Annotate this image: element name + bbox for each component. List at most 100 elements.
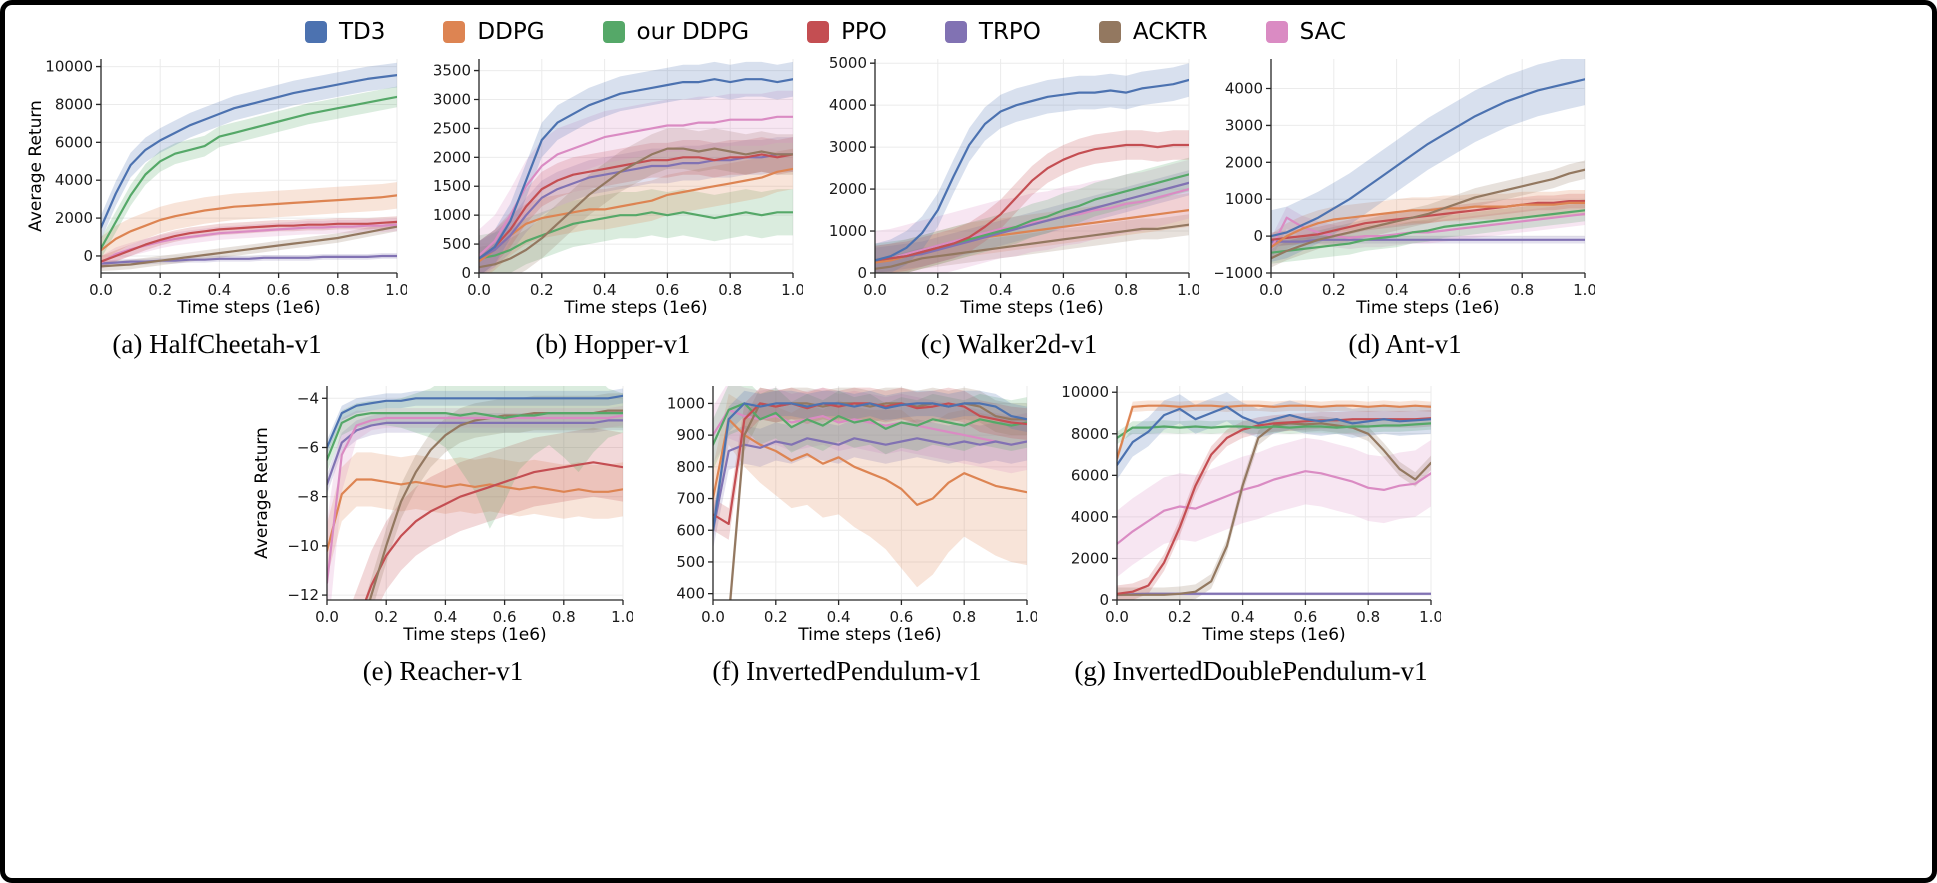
y-tick-label: 900 [676, 426, 705, 444]
chart-caption: (d) Ant-v1 [1348, 329, 1462, 359]
y-tick-label: −6 [297, 438, 319, 456]
y-tick-label: 2000 [55, 209, 93, 227]
y-tick-label: 600 [676, 521, 705, 539]
x-tick-label: 1.0 [1573, 281, 1595, 299]
y-tick-label: 4000 [829, 96, 867, 114]
line-ddpg [101, 194, 397, 252]
y-tick-label: 500 [442, 235, 471, 253]
y-tick-label: 4000 [1225, 80, 1263, 98]
line-trpo [875, 181, 1189, 262]
legend-item-td3: TD3 [305, 19, 385, 45]
chart-canvas-invertedpendulum: 400 500 600 700 800 900 1000 0.0 0.2 0.4 0.6 0.8 1.0… [667, 386, 1037, 645]
y-tick-label: 0 [83, 247, 93, 265]
x-tick-label: 0.0 [467, 281, 491, 299]
line-sac [327, 414, 623, 584]
x-tick-label: 0.0 [315, 608, 339, 626]
legend-item-ddpg: DDPG [443, 19, 545, 45]
line-acktr [101, 225, 397, 268]
legend-label: DDPG [477, 19, 545, 45]
line-ddpg [327, 478, 623, 552]
x-tick-label: 1.0 [1419, 608, 1441, 626]
line-ppo [875, 143, 1189, 262]
x-tick-label: 0.4 [207, 281, 231, 299]
y-tick-label: 3000 [1225, 116, 1263, 134]
x-tick-label: 1.0 [1015, 608, 1037, 626]
x-tick-label: 0.2 [1322, 281, 1346, 299]
y-tick-label: −10 [287, 537, 319, 555]
x-tick-label: 0.8 [718, 281, 742, 299]
band-ddpg [713, 393, 1027, 588]
band-ppo [713, 387, 1027, 540]
x-tick-label: 0.4 [989, 281, 1013, 299]
line-td3 [713, 402, 1027, 532]
legend-swatch-icon [807, 21, 830, 43]
line-acktr [479, 147, 793, 269]
line-td3 [479, 78, 793, 260]
line-our-ddpg [101, 95, 397, 250]
band-trpo [479, 137, 793, 273]
line-our-ddpg [1271, 209, 1585, 254]
x-tick-label: 0.8 [1356, 608, 1380, 626]
y-tick-label: 8000 [55, 95, 93, 113]
chart-reacher: −12 −10 −8 −6 −4 0.0 0.2 0.4 0.6 0.8 1.0 Time steps… [253, 378, 633, 687]
y-tick-label: −1000 [1215, 264, 1263, 282]
band-ddpg [101, 182, 397, 264]
line-trpo [1271, 238, 1585, 243]
chart-inverteddoublependulum: 0 2000 4000 6000 8000 10000 0.0 0.2 0.4 0.6 0.8 1.0… [1061, 378, 1441, 687]
line-sac [1117, 470, 1431, 545]
chart-canvas-hopper: 0 500 1000 1500 2000 2500 3000 3500 0.0 0.2 0.4 0.6… [433, 59, 803, 318]
y-tick-label: 8000 [1071, 425, 1109, 443]
legend-label: SAC [1299, 19, 1347, 45]
y-tick-label: 3500 [433, 62, 471, 80]
line-acktr [875, 223, 1189, 270]
chart-invertedpendulum: 400 500 600 700 800 900 1000 0.0 0.2 0.4 0.6 0.8 1.0… [657, 378, 1037, 687]
chart-canvas-halfcheetah: 0 2000 4000 6000 8000 10000 0.0 0.2 0.4 0.6 0.8 1.0… [27, 58, 407, 318]
x-tick-label: 0.6 [267, 281, 291, 299]
x-tick-label: 0.2 [926, 281, 950, 299]
y-tick-label: 4000 [1071, 508, 1109, 526]
y-tick-label: −12 [287, 586, 319, 604]
band-ppo [875, 130, 1189, 273]
y-tick-label: 2000 [829, 180, 867, 198]
chart-caption: (e) Reacher-v1 [362, 656, 524, 686]
y-tick-label: 2000 [1225, 153, 1263, 171]
x-tick-label: 0.4 [827, 608, 851, 626]
band-our-ddpg [479, 189, 793, 273]
band-trpo [713, 419, 1027, 550]
line-ddpg [479, 167, 793, 263]
chart-canvas-inverteddoublependulum: 0 2000 4000 6000 8000 10000 0.0 0.2 0.4 0.6 0.8 1.0… [1061, 383, 1441, 645]
x-tick-label: 0.2 [764, 608, 788, 626]
y-tick-label: 10000 [1061, 383, 1109, 401]
band-ppo [352, 427, 623, 600]
legend-item-sac: SAC [1265, 19, 1347, 45]
y-tick-label: 0 [857, 264, 867, 282]
y-tick-label: −8 [297, 488, 319, 506]
legend-swatch-icon [1098, 21, 1121, 43]
legend-item-our-ddpg: our DDPG [602, 19, 750, 45]
x-tick-label: 0.6 [1293, 608, 1317, 626]
legend-label: our DDPG [636, 19, 750, 45]
y-tick-label: 0 [1253, 227, 1263, 245]
y-tick-label: −4 [297, 389, 319, 407]
line-our-ddpg [713, 402, 1027, 446]
band-sac [1117, 437, 1431, 578]
y-tick-label: 1000 [829, 222, 867, 240]
chart-caption: (g) InvertedDoublePendulum-v1 [1074, 656, 1428, 686]
x-tick-label: 0.8 [1510, 281, 1534, 299]
band-sac [713, 386, 1027, 474]
band-td3 [327, 388, 623, 455]
legend-swatch-icon [602, 21, 625, 43]
legend-swatch-icon [443, 21, 466, 43]
legend-label: ACKTR [1132, 19, 1208, 45]
legend: TD3 DDPG our DDPG PPO TRPO ACKTR SAC [305, 17, 1932, 47]
y-tick-label: 800 [676, 458, 705, 476]
x-tick-label: 0.2 [1168, 608, 1192, 626]
chart-ant: −1000 0 1000 2000 3000 4000 0.0 0.2 0.4 0.6 0.8 1.0… [1215, 51, 1595, 360]
x-tick-label: 0.6 [1447, 281, 1471, 299]
x-tick-label: 0.0 [701, 608, 725, 626]
legend-item-trpo: TRPO [944, 19, 1041, 45]
x-tick-label: 0.2 [148, 281, 172, 299]
band-sac [101, 218, 397, 270]
y-tick-label: 1000 [667, 394, 705, 412]
